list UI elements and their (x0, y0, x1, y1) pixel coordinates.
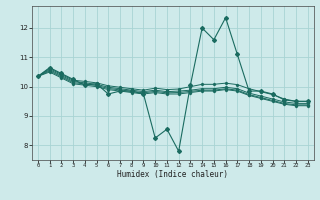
X-axis label: Humidex (Indice chaleur): Humidex (Indice chaleur) (117, 170, 228, 179)
